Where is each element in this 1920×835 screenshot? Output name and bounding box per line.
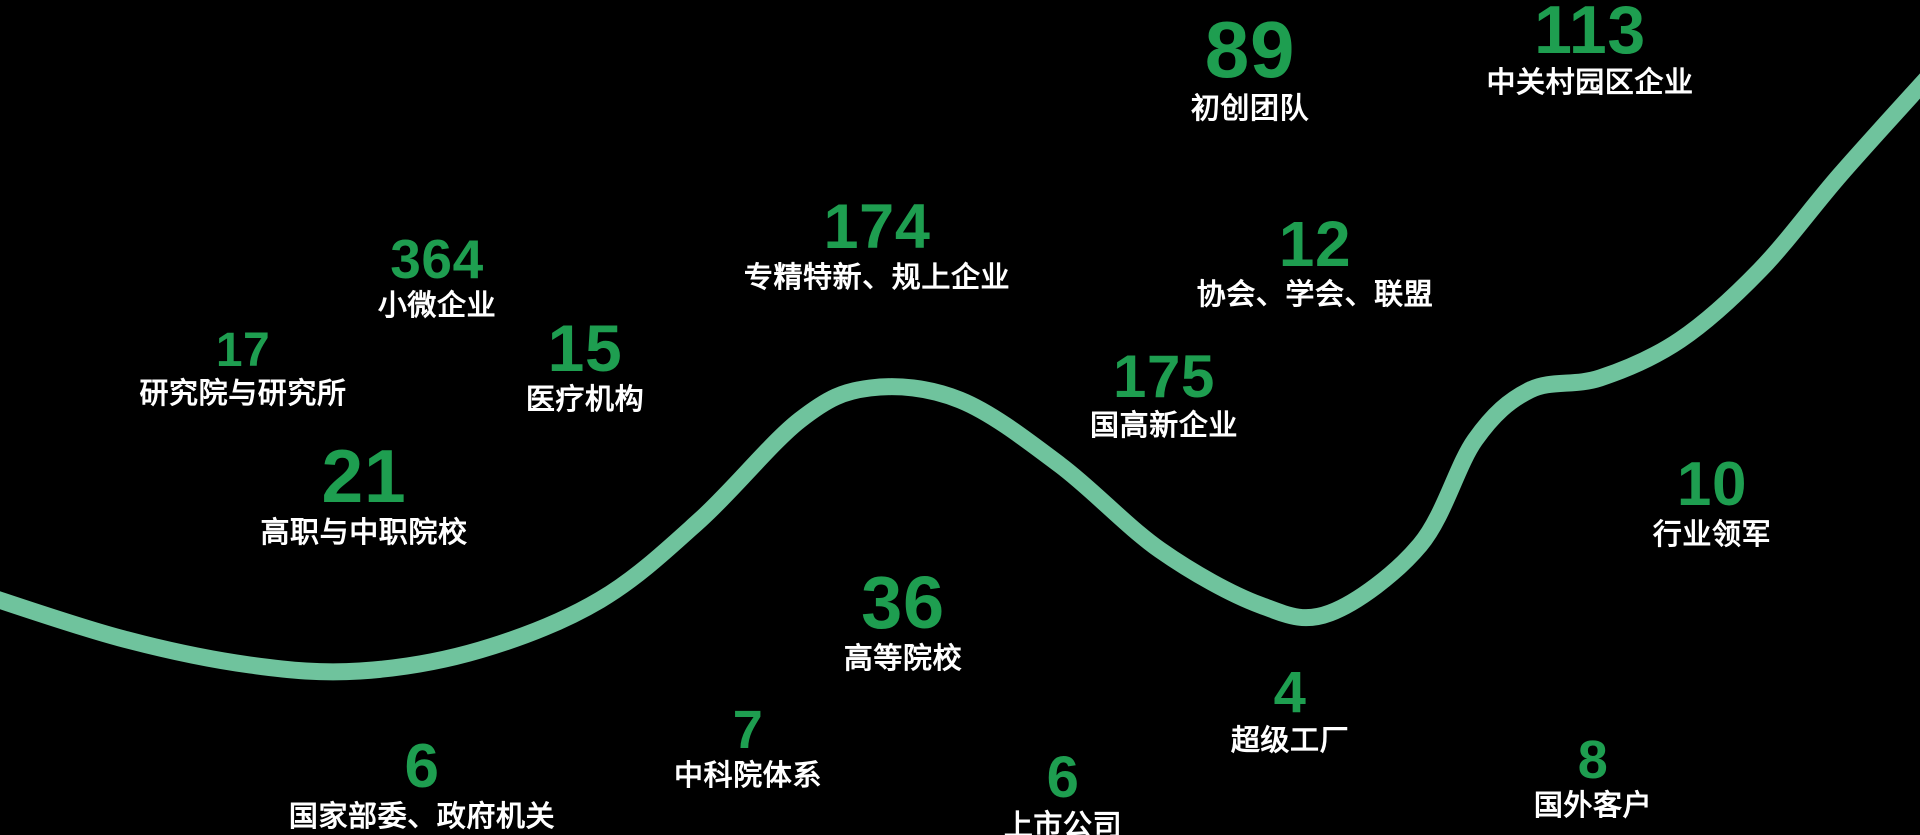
stat-value: 12 xyxy=(1278,208,1352,280)
stat-value: 6 xyxy=(1046,745,1080,810)
stat-item: 4 超级工厂 xyxy=(1231,664,1349,758)
stat-value: 89 xyxy=(1204,5,1296,94)
stat-label: 医疗机构 xyxy=(525,384,645,416)
stat-label: 协会、学会、联盟 xyxy=(1196,279,1434,311)
stat-value: 15 xyxy=(547,311,623,385)
stat-label: 行业领军 xyxy=(1652,519,1772,551)
stat-label: 高等院校 xyxy=(843,643,963,675)
stat-item: 10 行业领军 xyxy=(1653,454,1771,552)
stat-item: 89 初创团队 xyxy=(1191,10,1309,126)
stat-value: 175 xyxy=(1113,343,1215,410)
stat-value: 113 xyxy=(1534,0,1646,68)
stat-item: 6 国家部委、政府机关 xyxy=(289,736,555,834)
stat-item: 174 专精特新、规上企业 xyxy=(744,196,1010,295)
stat-item: 21 高职与中职院校 xyxy=(260,439,467,550)
stat-item: 17 研究院与研究所 xyxy=(139,327,346,411)
stat-item: 175 国高新企业 xyxy=(1090,347,1238,443)
stat-value: 174 xyxy=(823,192,931,262)
stat-value: 7 xyxy=(732,700,764,760)
stat-label: 超级工厂 xyxy=(1230,725,1350,757)
stat-value: 364 xyxy=(390,228,484,290)
stat-label: 小微企业 xyxy=(377,290,497,322)
stat-label: 中科院体系 xyxy=(674,760,822,792)
stat-label: 中关村园区企业 xyxy=(1486,67,1694,99)
stat-value: 36 xyxy=(861,561,945,644)
stat-item: 113 中关村园区企业 xyxy=(1486,0,1693,100)
stat-label: 国家部委、政府机关 xyxy=(288,801,556,833)
stat-value: 6 xyxy=(404,732,440,801)
stat-value: 21 xyxy=(321,434,407,518)
stat-value: 8 xyxy=(1577,730,1609,790)
stat-value: 10 xyxy=(1676,450,1748,519)
stat-value: 4 xyxy=(1273,660,1307,725)
stat-value: 17 xyxy=(215,324,271,377)
trend-curve-path xyxy=(0,73,1920,681)
stat-label: 高职与中职院校 xyxy=(260,517,468,549)
stat-item: 8 国外客户 xyxy=(1534,733,1652,823)
stat-label: 初创团队 xyxy=(1190,93,1310,125)
stat-item: 364 小微企业 xyxy=(378,232,496,323)
stat-label: 专精特新、规上企业 xyxy=(743,262,1011,294)
stat-item: 15 医疗机构 xyxy=(526,315,644,417)
stat-label: 国外客户 xyxy=(1533,790,1653,822)
stat-label: 国高新企业 xyxy=(1090,410,1238,442)
stat-label: 研究院与研究所 xyxy=(139,378,347,410)
stat-item: 12 协会、学会、联盟 xyxy=(1197,212,1434,312)
stat-item: 7 中科院体系 xyxy=(674,703,822,793)
stat-item: 36 高等院校 xyxy=(844,566,962,676)
stat-label: 上市公司 xyxy=(1003,810,1123,835)
stat-item: 6 上市公司 xyxy=(1004,749,1122,835)
